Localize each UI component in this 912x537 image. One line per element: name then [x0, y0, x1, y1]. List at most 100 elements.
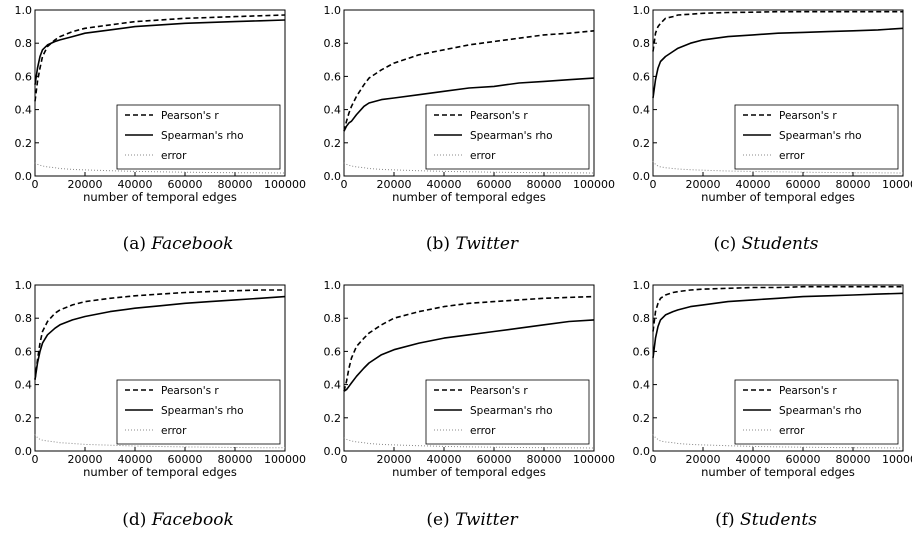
x-tick-label: 80000: [836, 453, 871, 466]
x-tick-label: 0: [32, 178, 39, 191]
x-tick-label: 20000: [68, 453, 103, 466]
x-tick-label: 40000: [118, 178, 153, 191]
y-tick-label: 0.8: [15, 312, 33, 325]
x-tick-label: 60000: [786, 178, 821, 191]
legend-label: Pearson's r: [779, 110, 837, 122]
series-line-solid: [652, 292, 904, 359]
series-line-dotted: [652, 434, 904, 449]
y-tick-label: 0.0: [15, 170, 33, 183]
chart-panel-3: 0 20000 40000 60000 80000 100000 0.0 0.2 0.4 0.6 0…: [15, 279, 307, 479]
x-tick-label: 60000: [477, 178, 512, 191]
legend-label: Pearson's r: [161, 385, 219, 397]
legend-label: Spearman's rho: [779, 405, 862, 417]
x-axis-label: number of temporal edges: [83, 465, 237, 479]
legend-label: error: [470, 150, 496, 162]
x-tick-label: 20000: [686, 453, 721, 466]
x-tick-label: 100000: [882, 453, 912, 466]
y-tick-label: 0.2: [15, 137, 33, 150]
legend-label: Spearman's rho: [161, 405, 244, 417]
legend-label: Pearson's r: [470, 385, 528, 397]
x-tick-label: 0: [341, 453, 348, 466]
chart-panel-1: 0 20000 40000 60000 80000 100000 0.0 0.2 0.4 0.6 0…: [324, 4, 616, 204]
y-tick-label: 0.8: [15, 37, 33, 50]
x-tick-label: 100000: [573, 453, 615, 466]
plot-frame: [343, 9, 595, 177]
y-tick-label: 0.0: [324, 445, 342, 458]
x-tick-label: 20000: [377, 453, 412, 466]
x-tick-label: 40000: [736, 453, 771, 466]
y-tick-label: 0.2: [15, 412, 33, 425]
x-tick-label: 100000: [882, 178, 912, 191]
series-line-solid: [343, 77, 595, 132]
y-tick-label: 0.0: [633, 445, 651, 458]
y-tick-label: 0.2: [324, 137, 342, 150]
x-tick-label: 60000: [168, 178, 203, 191]
caption-b: (b) Twitter: [425, 234, 519, 254]
legend-label: Spearman's rho: [470, 405, 553, 417]
series-line-dotted: [343, 162, 595, 174]
x-tick-label: 40000: [118, 453, 153, 466]
x-axis-label: number of temporal edges: [701, 190, 855, 204]
series-line-dashed: [343, 295, 595, 392]
y-tick-label: 1.0: [15, 4, 33, 17]
y-tick-label: 0.6: [324, 345, 342, 358]
x-tick-label: 0: [32, 453, 39, 466]
y-tick-label: 0.8: [324, 312, 342, 325]
series-line-dashed: [34, 289, 285, 380]
y-tick-label: 0.0: [324, 170, 342, 183]
y-tick-label: 1.0: [324, 4, 342, 17]
chart-panel-2: 0 20000 40000 60000 80000 100000 0.0 0.2 0.4 0.6 0…: [633, 4, 912, 204]
series-line-dotted: [34, 162, 286, 174]
caption-d: (d) Facebook: [122, 510, 234, 530]
x-tick-label: 60000: [786, 453, 821, 466]
series-line-solid: [34, 19, 286, 85]
caption-a: (a) Facebook: [122, 234, 234, 254]
x-tick-label: 60000: [168, 453, 203, 466]
x-axis-label: number of temporal edges: [701, 465, 855, 479]
x-tick-label: 40000: [427, 178, 462, 191]
series-line-dashed: [343, 30, 595, 132]
x-tick-label: 100000: [573, 178, 615, 191]
x-tick-label: 20000: [68, 178, 103, 191]
y-tick-label: 0.4: [324, 104, 342, 117]
x-tick-label: 80000: [218, 453, 253, 466]
legend-label: Pearson's r: [161, 110, 219, 122]
y-tick-label: 0.4: [15, 104, 33, 117]
plot-frame: [34, 284, 286, 452]
x-axis-label: number of temporal edges: [83, 190, 237, 204]
series-line-solid: [343, 319, 595, 392]
y-tick-label: 0.8: [324, 37, 342, 50]
y-tick-label: 0.4: [633, 104, 651, 117]
caption-f: (f) Students: [715, 510, 817, 530]
y-tick-label: 0.4: [324, 379, 342, 392]
y-tick-label: 1.0: [15, 279, 33, 292]
y-tick-label: 1.0: [633, 4, 651, 17]
x-tick-label: 0: [650, 178, 657, 191]
plot-frame: [34, 9, 286, 177]
x-tick-label: 80000: [218, 178, 253, 191]
x-tick-label: 20000: [686, 178, 721, 191]
x-tick-label: 100000: [264, 178, 306, 191]
y-tick-label: 0.6: [633, 70, 651, 83]
chart-panel-4: 0 20000 40000 60000 80000 100000 0.0 0.2 0.4 0.6 0…: [324, 279, 616, 479]
x-tick-label: 20000: [377, 178, 412, 191]
y-tick-label: 1.0: [324, 279, 342, 292]
plot-frame: [652, 284, 904, 452]
x-tick-label: 40000: [736, 178, 771, 191]
caption-c: (c) Students: [713, 234, 819, 254]
series-line-dashed: [652, 10, 903, 52]
x-tick-label: 80000: [836, 178, 871, 191]
x-axis-label: number of temporal edges: [392, 190, 546, 204]
x-tick-label: 100000: [264, 453, 306, 466]
y-tick-label: 1.0: [633, 279, 651, 292]
legend-label: error: [161, 150, 187, 162]
legend-label: error: [779, 425, 805, 437]
legend-label: error: [161, 425, 187, 437]
legend-label: Spearman's rho: [779, 130, 862, 142]
series-line-solid: [652, 27, 904, 99]
y-tick-label: 0.6: [633, 345, 651, 358]
x-tick-label: 0: [650, 453, 657, 466]
y-tick-label: 0.6: [324, 70, 342, 83]
y-tick-label: 0.8: [633, 312, 651, 325]
